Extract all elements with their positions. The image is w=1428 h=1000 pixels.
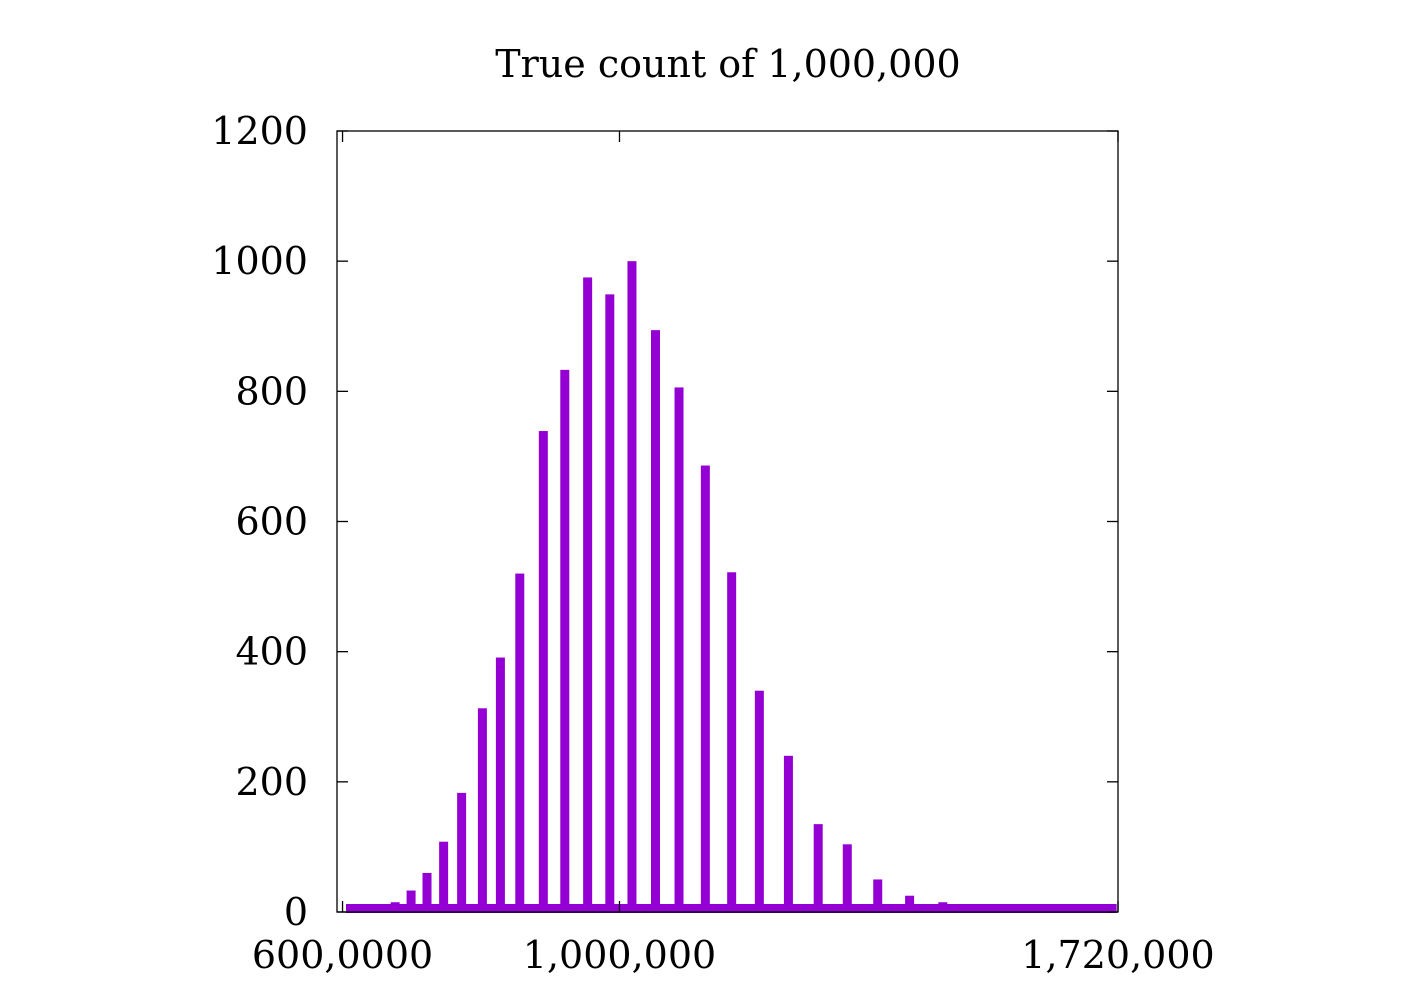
bar-23 xyxy=(938,902,948,912)
bar-20 xyxy=(842,844,852,912)
bar-2 xyxy=(422,872,432,912)
bar-9 xyxy=(560,369,570,912)
bar-19 xyxy=(813,824,823,912)
bar-3 xyxy=(439,841,449,912)
bar-1 xyxy=(406,890,416,912)
bar-22 xyxy=(905,895,915,912)
bar-8 xyxy=(538,431,548,912)
bar-6 xyxy=(495,657,505,912)
bar-14 xyxy=(674,387,684,912)
bar-15 xyxy=(700,465,710,912)
bar-0 xyxy=(390,902,400,912)
y-tick-label: 1000 xyxy=(211,239,308,283)
axes: 0 200 400 600 800 1000 1200 600,0000 1,000,000 1,… xyxy=(211,109,1214,977)
bar-4 xyxy=(457,792,467,912)
bar-11 xyxy=(605,294,615,913)
bar-group xyxy=(346,261,1117,913)
bar-12 xyxy=(627,261,637,913)
bar-16 xyxy=(727,572,737,912)
x-tick-label: 1,720,000 xyxy=(1021,933,1214,977)
bar-10 xyxy=(583,277,593,912)
y-tick-label: 800 xyxy=(235,369,308,413)
bar-21 xyxy=(873,879,883,912)
x-tick-label: 1,000,000 xyxy=(523,933,716,977)
y-tick-label: 0 xyxy=(284,890,308,934)
chart-title: True count of 1,000,000 xyxy=(495,42,960,86)
y-tick-label: 400 xyxy=(235,630,308,674)
y-tick-label: 200 xyxy=(235,760,308,804)
bar-13 xyxy=(650,330,660,912)
bar-18 xyxy=(783,755,793,912)
bar-17 xyxy=(754,690,764,912)
bar-5 xyxy=(477,708,487,912)
x-tick-label: 600,0000 xyxy=(252,933,433,977)
y-tick-label: 1200 xyxy=(211,109,308,153)
bar-7 xyxy=(515,573,525,912)
y-tick-label: 600 xyxy=(235,500,308,544)
